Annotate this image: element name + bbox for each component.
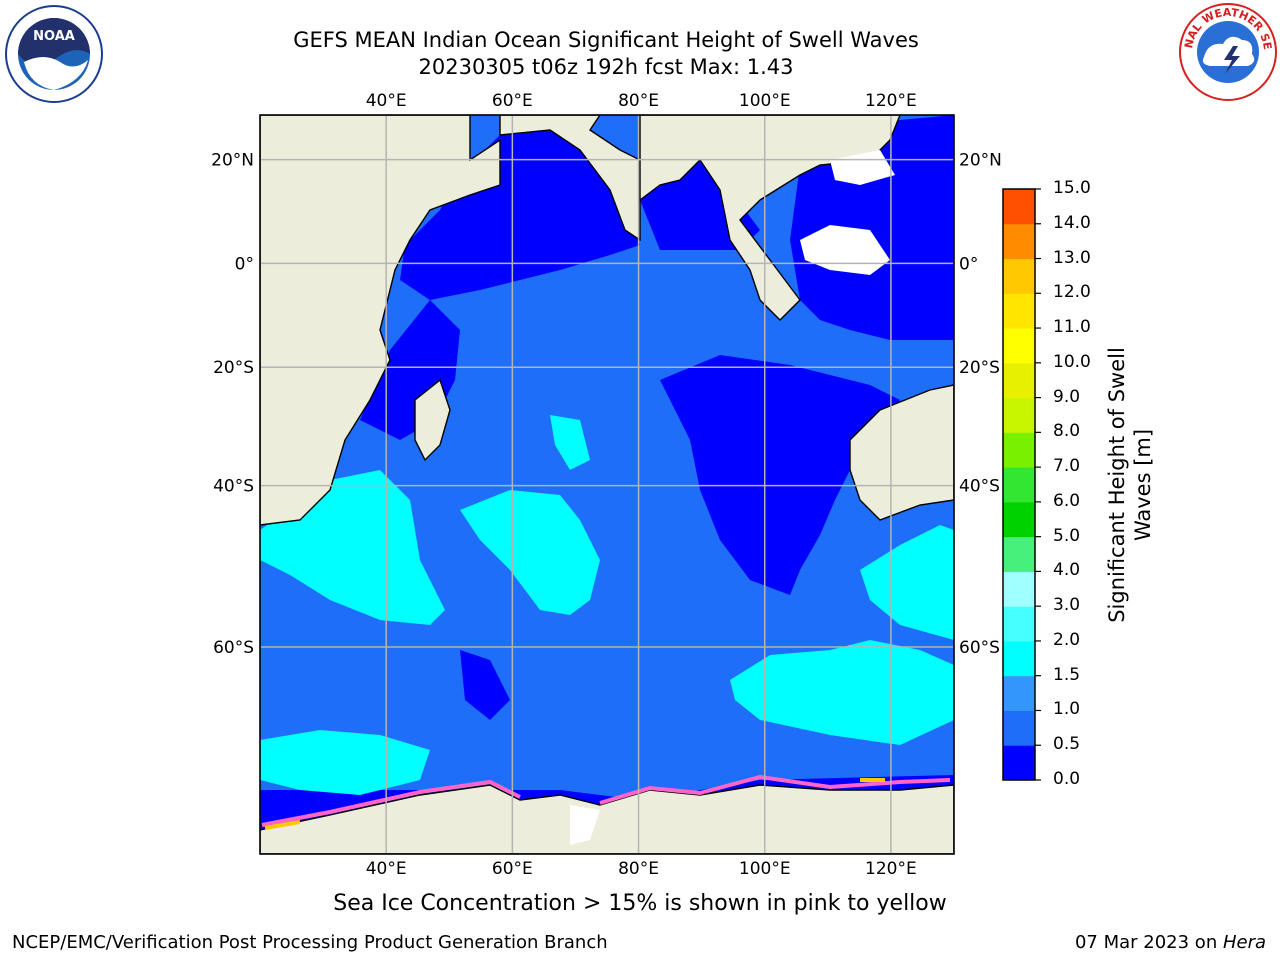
colorbar <box>1003 188 1041 781</box>
colorbar-level-label: 11.0 <box>1053 317 1091 338</box>
colorbar-segment <box>1003 258 1035 294</box>
lat-tick-label-left: 0° <box>235 254 254 274</box>
caption: Sea Ice Concentration > 15% is shown in … <box>333 891 947 916</box>
lon-tick-label-bottom: 60°E <box>492 859 533 879</box>
lon-tick-label-top: 100°E <box>739 91 791 111</box>
lat-tick-label-right: 20°S <box>959 358 1000 378</box>
noaa-logo: NOAA <box>5 5 103 103</box>
colorbar-segment <box>1003 467 1035 503</box>
colorbar-level-label: 4.0 <box>1053 560 1081 581</box>
colorbar-level-label: 9.0 <box>1053 386 1081 407</box>
chart-title: GEFS MEAN Indian Ocean Significant Heigh… <box>293 28 919 52</box>
graticule <box>260 115 954 854</box>
colorbar-level-label: 13.0 <box>1053 247 1091 268</box>
colorbar-segment <box>1003 571 1035 607</box>
colorbar-segment <box>1003 606 1035 642</box>
colorbar-level-label: 8.0 <box>1053 421 1081 442</box>
lon-tick-label-top: 40°E <box>366 91 407 111</box>
colorbar-level-label: 6.0 <box>1053 490 1081 511</box>
footer-host: Hera <box>1222 932 1266 953</box>
lat-tick-label-right: 60°S <box>959 638 1000 658</box>
svg-text:NOAA: NOAA <box>33 29 75 44</box>
colorbar-level-label: 5.0 <box>1053 525 1081 546</box>
colorbar-segment <box>1003 293 1035 329</box>
lat-tick-label-left: 20°N <box>211 151 254 171</box>
chart-subtitle: 20230305 t06z 192h fcst Max: 1.43 <box>418 55 794 79</box>
axis-tick-labels: 40°E 60°E 80°E 100°E 120°E 40°E 60°E 80°E 100°E 1… <box>211 91 1002 879</box>
colorbar-segment <box>1003 536 1035 572</box>
map-area <box>260 115 954 854</box>
lat-tick-label-right: 40°S <box>959 477 1000 497</box>
colorbar-level-label: 1.5 <box>1053 664 1081 685</box>
footer-date: 07 Mar 2023 on Hera <box>1075 932 1266 953</box>
colorbar-level-label: 0.5 <box>1053 734 1081 755</box>
colorbar-level-label: 0.0 <box>1053 769 1081 789</box>
lon-tick-label-top: 120°E <box>865 91 917 111</box>
colorbar-segment <box>1003 675 1035 711</box>
lon-tick-label-top: 80°E <box>618 91 659 111</box>
lon-tick-label-bottom: 40°E <box>366 859 407 879</box>
colorbar-level-label: 12.0 <box>1053 282 1091 303</box>
colorbar-title-line2: Waves [m] <box>1131 428 1155 542</box>
colorbar-level-label: 14.0 <box>1053 212 1091 233</box>
colorbar-segment <box>1003 710 1035 746</box>
colorbar-level-label: 1.0 <box>1053 699 1081 720</box>
colorbar-segment <box>1003 223 1035 260</box>
lat-tick-label-right: 20°N <box>959 151 1002 171</box>
lat-tick-label-left: 20°S <box>213 358 254 378</box>
colorbar-segment <box>1003 432 1035 468</box>
footer-credit: NCEP/EMC/Verification Post Processing Pr… <box>12 932 608 953</box>
lon-tick-label-top: 60°E <box>492 91 533 111</box>
lat-tick-label-left: 40°S <box>213 477 254 497</box>
colorbar-segment <box>1003 397 1035 433</box>
colorbar-level-label: 15.0 <box>1053 178 1091 198</box>
nws-logo: NATIONAL WEATHER SERVICE <box>1178 2 1277 101</box>
map-frame <box>259 114 955 855</box>
colorbar-title-line1: Significant Height of Swell <box>1105 347 1129 623</box>
colorbar-level-label: 3.0 <box>1053 595 1081 616</box>
lon-tick-label-bottom: 100°E <box>739 859 791 879</box>
colorbar-segment <box>1003 362 1035 399</box>
colorbar-level-label: 7.0 <box>1053 456 1081 477</box>
colorbar-segment <box>1003 189 1035 225</box>
lat-tick-label-left: 60°S <box>213 638 254 658</box>
colorbar-level-label: 2.0 <box>1053 629 1081 650</box>
lon-tick-label-bottom: 80°E <box>618 859 659 879</box>
footer-date-text: 07 Mar 2023 on <box>1074 932 1223 953</box>
colorbar-segment <box>1003 640 1035 677</box>
ice-missing-patches <box>570 150 895 845</box>
colorbar-segment <box>1003 745 1035 781</box>
colorbar-segment <box>1003 328 1035 364</box>
sea-ice-edge <box>261 774 951 830</box>
colorbar-frame <box>1002 188 1036 781</box>
lon-tick-label-bottom: 120°E <box>865 859 917 879</box>
colorbar-segment <box>1003 501 1035 538</box>
colorbar-level-label: 10.0 <box>1053 351 1091 372</box>
lat-tick-label-right: 0° <box>959 254 978 274</box>
land-masses <box>260 115 954 854</box>
